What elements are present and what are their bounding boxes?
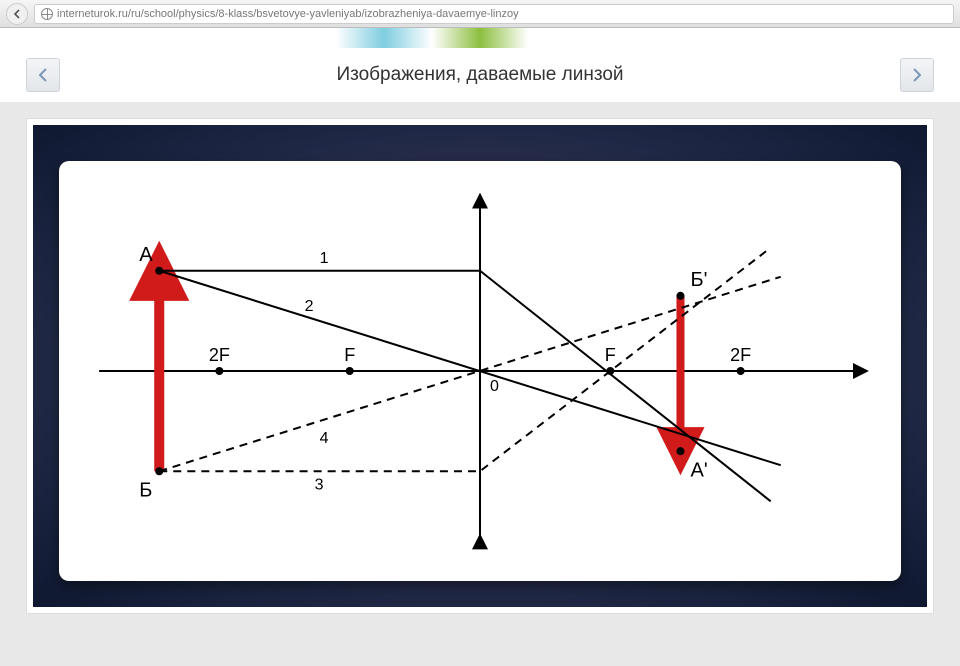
tick-label: 2F [209,345,230,365]
label-B-prime: Б' [691,269,708,291]
ray-2 [159,271,780,465]
globe-icon [41,8,53,20]
label-A-prime: А' [691,459,708,481]
prev-slide-button[interactable] [26,58,60,92]
origin-label: 0 [490,377,499,395]
title-row: Изображения, даваемые линзой [0,48,960,102]
ray-4 [159,277,780,471]
ray-num-4: 4 [320,429,329,447]
label-A: А [139,244,153,266]
tick-label: F [605,345,616,365]
ray-num-3: 3 [315,475,324,493]
address-bar[interactable]: interneturok.ru/ru/school/physics/8-klas… [34,4,954,24]
tick-label: 2F [730,345,751,365]
back-button[interactable] [6,3,28,25]
header-decor [0,28,960,48]
ray-num-2: 2 [305,297,314,315]
browser-toolbar: interneturok.ru/ru/school/physics/8-klas… [0,0,960,28]
lens-diagram: 2F F F 2F 0 А Б Б' А' [59,161,901,581]
next-slide-button[interactable] [900,58,934,92]
slide-frame: 2F F F 2F 0 А Б Б' А' [26,118,934,614]
url-text: interneturok.ru/ru/school/physics/8-klas… [57,8,519,20]
ray-num-1: 1 [320,249,329,267]
label-B: Б [139,479,152,501]
page-title: Изображения, даваемые линзой [336,64,623,86]
diagram-card: 2F F F 2F 0 А Б Б' А' [59,161,901,581]
slide-background: 2F F F 2F 0 А Б Б' А' [33,125,927,607]
tick-label: F [344,345,355,365]
